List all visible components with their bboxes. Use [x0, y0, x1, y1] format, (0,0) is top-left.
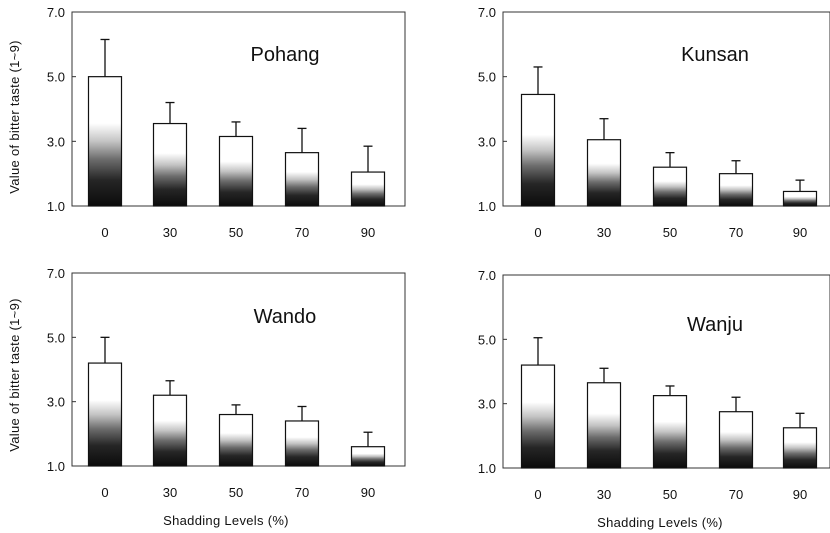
chart-panel: Wanju 1.0 3.0 5.0 7.0 0 30 50 70 90: [478, 268, 830, 502]
x-axis-title-left: Shadding Levels (%): [163, 513, 289, 528]
bar: [152, 122, 188, 207]
x-tick-label: 50: [663, 225, 677, 240]
x-tick-label: 50: [229, 225, 243, 240]
panel-title: Wando: [254, 306, 317, 328]
chart-panel: Pohang 1.0 3.0 5.0 7.0 0 30 50 70 90: [47, 5, 406, 240]
y-tick-label: 7.0: [478, 268, 496, 283]
x-tick-label: 90: [793, 487, 807, 502]
x-tick-label: 30: [597, 487, 611, 502]
y-tick-label: 1.0: [478, 199, 496, 214]
bar: [718, 173, 754, 207]
x-tick-label: 70: [729, 487, 743, 502]
x-axis-title-right: Shadding Levels (%): [597, 515, 723, 530]
y-tick-label: 3.0: [478, 134, 496, 149]
panel-title: Pohang: [251, 44, 320, 66]
x-tick-label: 50: [663, 487, 677, 502]
bar: [218, 135, 254, 207]
panel-title: Kunsan: [681, 44, 749, 66]
y-tick-label: 3.0: [47, 134, 65, 149]
y-tick-label: 7.0: [47, 266, 65, 281]
x-tick-label: 0: [101, 225, 108, 240]
bar: [87, 362, 123, 467]
x-tick-label: 30: [163, 485, 177, 500]
bar: [782, 190, 818, 207]
bar: [782, 427, 818, 469]
x-tick-label: 0: [534, 225, 541, 240]
panel-title: Wanju: [687, 314, 743, 336]
x-tick-label: 50: [229, 485, 243, 500]
bar: [520, 364, 556, 469]
chart-panel: Wando 1.0 3.0 5.0 7.0 0 30 50 70 90: [47, 266, 406, 500]
y-tick-label: 5.0: [478, 70, 496, 85]
y-tick-label: 3.0: [478, 397, 496, 412]
y-axis-title-bottom: Value of bitter taste (1~9): [7, 298, 22, 451]
chart-panel: Kunsan 1.0 3.0 5.0 7.0 0 30 50 70 90: [478, 5, 830, 240]
bar: [718, 411, 754, 469]
bar: [218, 413, 254, 467]
y-tick-label: 5.0: [47, 330, 65, 345]
y-tick-label: 3.0: [47, 395, 65, 410]
y-tick-label: 5.0: [47, 70, 65, 85]
bar: [652, 166, 688, 207]
bar: [652, 395, 688, 469]
chart-panels: Pohang 1.0 3.0 5.0 7.0 0 30 50 70 90 Kunsan 1.0 3.0 5…: [47, 5, 830, 502]
y-tick-label: 7.0: [47, 5, 65, 20]
x-tick-label: 70: [729, 225, 743, 240]
x-tick-label: 90: [361, 225, 375, 240]
y-tick-label: 1.0: [47, 199, 65, 214]
bar: [284, 152, 320, 207]
bar: [586, 139, 622, 207]
bar: [586, 382, 622, 469]
x-tick-label: 90: [793, 225, 807, 240]
bar: [87, 76, 123, 207]
x-tick-label: 30: [163, 225, 177, 240]
bar: [520, 93, 556, 207]
y-tick-label: 1.0: [478, 461, 496, 476]
x-tick-label: 90: [361, 485, 375, 500]
bar: [152, 394, 188, 467]
x-tick-label: 70: [295, 485, 309, 500]
bar: [350, 446, 386, 467]
y-tick-label: 1.0: [47, 459, 65, 474]
bar: [350, 171, 386, 207]
y-tick-label: 5.0: [478, 332, 496, 347]
x-tick-label: 0: [101, 485, 108, 500]
x-tick-label: 0: [534, 487, 541, 502]
y-axis-title-top: Value of bitter taste (1~9): [7, 40, 22, 193]
y-tick-label: 7.0: [478, 5, 496, 20]
x-tick-label: 70: [295, 225, 309, 240]
bar: [284, 420, 320, 467]
x-tick-label: 30: [597, 225, 611, 240]
